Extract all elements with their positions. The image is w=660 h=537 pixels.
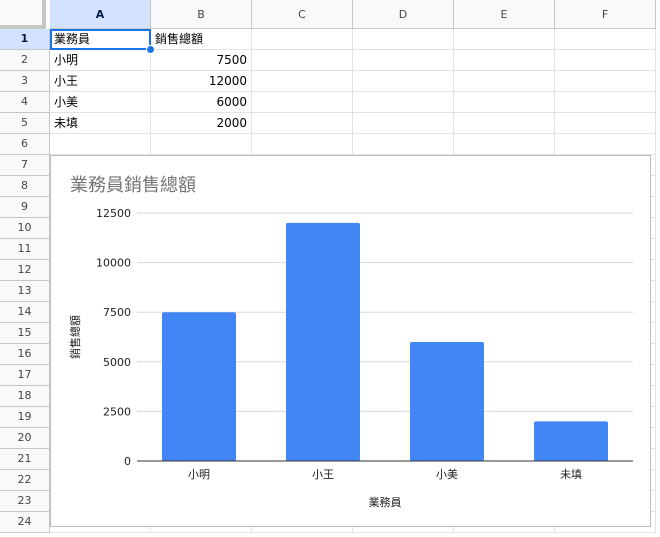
cell-c5[interactable] <box>252 113 353 134</box>
x-tick-label: 小美 <box>436 468 458 481</box>
y-tick-label: 10000 <box>96 257 131 270</box>
cell-e4[interactable] <box>454 92 555 113</box>
row-header-20[interactable]: 20 <box>0 428 50 449</box>
cell-f2[interactable] <box>555 50 656 71</box>
column-header-f[interactable]: F <box>555 0 656 29</box>
x-tick-label: 未填 <box>560 467 582 481</box>
fill-handle[interactable] <box>146 45 155 54</box>
cell-c3[interactable] <box>252 71 353 92</box>
row-header-1[interactable]: 1 <box>0 29 50 50</box>
chart-title: 業務員銷售總額 <box>70 175 196 196</box>
column-header-b[interactable]: B <box>151 0 252 29</box>
bar-未填 <box>534 421 608 461</box>
row-header-4[interactable]: 4 <box>0 92 50 113</box>
cell-f4[interactable] <box>555 92 656 113</box>
cell-d3[interactable] <box>353 71 454 92</box>
cell-a6[interactable] <box>50 134 151 155</box>
cell-a4[interactable]: 小美 <box>50 92 151 113</box>
row-header-5[interactable]: 5 <box>0 113 50 134</box>
row-header-24[interactable]: 24 <box>0 512 50 533</box>
row-header-23[interactable]: 23 <box>0 491 50 512</box>
column-header-e[interactable]: E <box>454 0 555 29</box>
cell-d1[interactable] <box>353 29 454 50</box>
bar-小美 <box>410 341 484 461</box>
cell-b4[interactable]: 6000 <box>151 92 252 113</box>
cell-e3[interactable] <box>454 71 555 92</box>
row-header-17[interactable]: 17 <box>0 365 50 386</box>
cell-d4[interactable] <box>353 92 454 113</box>
cell-d5[interactable] <box>353 113 454 134</box>
row-header-2[interactable]: 2 <box>0 50 50 71</box>
y-tick-label: 0 <box>124 455 131 468</box>
column-header-c[interactable]: C <box>252 0 353 29</box>
bar-chart[interactable]: 業務員銷售總額 0 2500 5000 7500 10000 12500 小明 小王 小美 未填 業務… <box>50 155 651 527</box>
row-header-9[interactable]: 9 <box>0 197 50 218</box>
cell-b1[interactable]: 銷售總額 <box>151 29 252 50</box>
row-header-15[interactable]: 15 <box>0 323 50 344</box>
row-header-8[interactable]: 8 <box>0 176 50 197</box>
row-header-16[interactable]: 16 <box>0 344 50 365</box>
row-header-18[interactable]: 18 <box>0 386 50 407</box>
row-header-19[interactable]: 19 <box>0 407 50 428</box>
cell-f6[interactable] <box>555 134 656 155</box>
cell-d6[interactable] <box>353 134 454 155</box>
y-tick-label: 5000 <box>103 356 131 369</box>
cell-b6[interactable] <box>151 134 252 155</box>
x-axis-label: 業務員 <box>369 495 402 509</box>
x-tick-label: 小明 <box>188 468 210 481</box>
cell-b2[interactable]: 7500 <box>151 50 252 71</box>
cell-a2[interactable]: 小明 <box>50 50 151 71</box>
row-header-12[interactable]: 12 <box>0 260 50 281</box>
row-header-11[interactable]: 11 <box>0 239 50 260</box>
y-tick-label: 2500 <box>103 405 131 418</box>
row-header-10[interactable]: 10 <box>0 218 50 239</box>
active-cell-outline <box>50 29 151 50</box>
cell-e6[interactable] <box>454 134 555 155</box>
cell-e5[interactable] <box>454 113 555 134</box>
cell-b5[interactable]: 2000 <box>151 113 252 134</box>
cell-c6[interactable] <box>252 134 353 155</box>
cell-b3[interactable]: 12000 <box>151 71 252 92</box>
row-header-21[interactable]: 21 <box>0 449 50 470</box>
y-axis-label: 銷售總額 <box>68 315 82 359</box>
cell-c1[interactable] <box>252 29 353 50</box>
cell-f5[interactable] <box>555 113 656 134</box>
cell-e2[interactable] <box>454 50 555 71</box>
row-header-13[interactable]: 13 <box>0 281 50 302</box>
column-header-d[interactable]: D <box>353 0 454 29</box>
row-header-14[interactable]: 14 <box>0 302 50 323</box>
select-all-corner[interactable] <box>0 0 46 29</box>
bar-小王 <box>286 222 360 461</box>
cell-e1[interactable] <box>454 29 555 50</box>
column-header-a[interactable]: A <box>50 0 151 29</box>
cell-f1[interactable] <box>555 29 656 50</box>
row-header-3[interactable]: 3 <box>0 71 50 92</box>
x-tick-label: 小王 <box>312 468 334 481</box>
row-header-7[interactable]: 7 <box>0 155 50 176</box>
y-tick-label: 7500 <box>103 306 131 319</box>
cell-c2[interactable] <box>252 50 353 71</box>
cell-c4[interactable] <box>252 92 353 113</box>
cell-d2[interactable] <box>353 50 454 71</box>
cell-f3[interactable] <box>555 71 656 92</box>
cell-a3[interactable]: 小王 <box>50 71 151 92</box>
cell-a5[interactable]: 未填 <box>50 113 151 134</box>
bar-小明 <box>162 312 236 461</box>
row-header-6[interactable]: 6 <box>0 134 50 155</box>
y-tick-label: 12500 <box>96 207 131 220</box>
row-header-22[interactable]: 22 <box>0 470 50 491</box>
cell-f24[interactable] <box>555 512 656 533</box>
